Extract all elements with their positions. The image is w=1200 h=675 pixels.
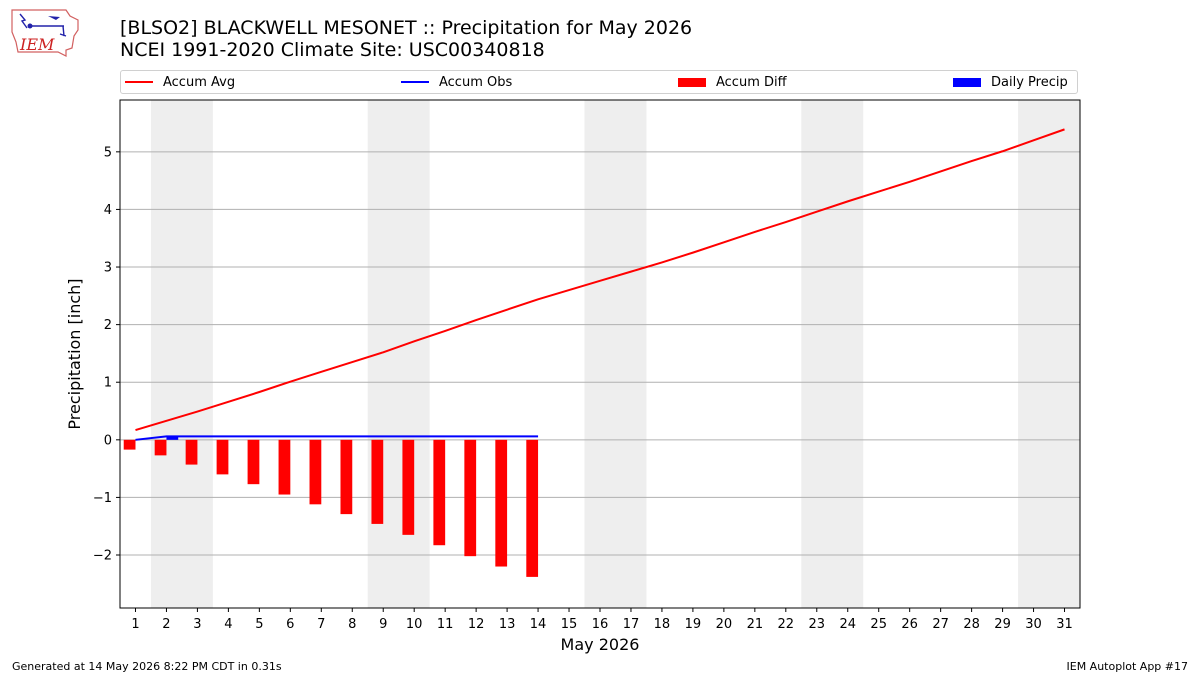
accum-diff-bar xyxy=(464,439,477,557)
y-tick-label: 5 xyxy=(104,145,112,160)
x-tick-label: 2 xyxy=(162,617,170,632)
weekend-shade-3 xyxy=(801,100,864,608)
footer-generated: Generated at 14 May 2026 8:22 PM CDT in … xyxy=(12,660,282,673)
accum-diff-bar xyxy=(278,439,291,495)
x-tick-label: 26 xyxy=(901,617,918,632)
x-tick-label: 7 xyxy=(317,617,325,632)
x-tick-label: 3 xyxy=(193,617,201,632)
legend-swatch-accum-diff xyxy=(678,77,706,87)
x-tick-label: 20 xyxy=(716,617,733,632)
footer-app: IEM Autoplot App #17 xyxy=(1066,660,1189,673)
plot-frame xyxy=(119,99,1081,609)
legend-label-daily-precip: Daily Precip xyxy=(991,74,1068,90)
x-tick-label: 12 xyxy=(468,617,485,632)
y-tick-label: 0 xyxy=(104,433,112,448)
accum-avg-line xyxy=(135,128,1065,431)
accum-diff-bar xyxy=(340,439,353,515)
legend-label-accum-obs: Accum Obs xyxy=(439,74,513,90)
x-tick-label: 6 xyxy=(286,617,294,632)
y-tick-label: −1 xyxy=(93,491,112,506)
chart-subtitle: NCEI 1991-2020 Climate Site: USC00340818 xyxy=(120,39,545,61)
legend-swatch-accum-avg xyxy=(125,81,153,83)
weekend-shade-2 xyxy=(584,100,647,608)
x-axis-label: May 2026 xyxy=(561,635,640,654)
iowa-outline-icon xyxy=(11,9,79,57)
accum-diff-bar xyxy=(185,439,198,465)
daily-precip-bar xyxy=(166,436,179,440)
y-tick-label: 2 xyxy=(104,318,112,333)
x-tick-label: 28 xyxy=(963,617,980,632)
x-tick-label: 29 xyxy=(994,617,1011,632)
x-tick-label: 22 xyxy=(778,617,795,632)
x-tick-label: 15 xyxy=(561,617,578,632)
legend-label-accum-diff: Accum Diff xyxy=(716,74,787,90)
x-tick-label: 25 xyxy=(870,617,887,632)
logo-text: IEM xyxy=(19,35,55,54)
accum-diff-bar xyxy=(247,439,260,485)
iem-logo: IEM xyxy=(11,9,79,57)
x-tick-label: 18 xyxy=(654,617,671,632)
x-tick-label: 31 xyxy=(1056,617,1073,632)
accum-obs-line xyxy=(135,435,539,441)
legend-swatch-daily-precip xyxy=(953,77,981,87)
x-tick-label: 4 xyxy=(224,617,232,632)
legend-item-daily-precip: Daily Precip xyxy=(953,71,1068,93)
x-tick-label: 21 xyxy=(747,617,764,632)
x-tick-label: 24 xyxy=(839,617,856,632)
y-tick-label: −2 xyxy=(93,549,112,564)
y-tick-label: 1 xyxy=(104,376,112,391)
accum-diff-bar xyxy=(154,439,167,456)
accum-diff-bar xyxy=(309,439,322,505)
x-tick-label: 14 xyxy=(530,617,547,632)
legend-item-accum-avg: Accum Avg xyxy=(125,71,235,93)
legend-item-accum-obs: Accum Obs xyxy=(401,71,512,93)
x-tick-label: 16 xyxy=(592,617,609,632)
accum-diff-bar xyxy=(433,439,446,546)
legend-swatch-accum-obs xyxy=(401,81,429,83)
x-tick-label: 19 xyxy=(685,617,702,632)
y-axis-label: Precipitation [inch] xyxy=(65,278,84,429)
accum-diff-bar xyxy=(216,439,229,475)
x-tick-label: 5 xyxy=(255,617,263,632)
x-tick-label: 23 xyxy=(809,617,826,632)
legend-label-accum-avg: Accum Avg xyxy=(163,74,236,90)
y-tick-label: 4 xyxy=(104,203,112,218)
x-tick-label: 30 xyxy=(1025,617,1042,632)
weekend-shade-4 xyxy=(1018,100,1080,608)
accum-diff-bar xyxy=(526,439,539,577)
x-tick-label: 8 xyxy=(348,617,356,632)
x-tick-label: 13 xyxy=(499,617,516,632)
x-tick-label: 11 xyxy=(437,617,454,632)
x-tick-label: 10 xyxy=(406,617,423,632)
x-tick-label: 9 xyxy=(379,617,387,632)
accum-diff-bar xyxy=(402,439,415,535)
accum-diff-bar xyxy=(371,439,384,524)
x-tick-label: 27 xyxy=(932,617,949,632)
chart-title: [BLSO2] BLACKWELL MESONET :: Precipitati… xyxy=(120,17,693,39)
y-tick-label: 3 xyxy=(104,261,112,276)
accum-diff-bar xyxy=(495,439,508,567)
x-tick-label: 1 xyxy=(131,617,139,632)
x-tick-label: 17 xyxy=(623,617,640,632)
accum-diff-bar xyxy=(123,439,136,450)
legend-item-accum-diff: Accum Diff xyxy=(678,71,787,93)
legend: Accum Avg Accum Obs Accum Diff Daily Pre… xyxy=(120,70,1078,94)
weekend-shade-0 xyxy=(150,100,213,608)
